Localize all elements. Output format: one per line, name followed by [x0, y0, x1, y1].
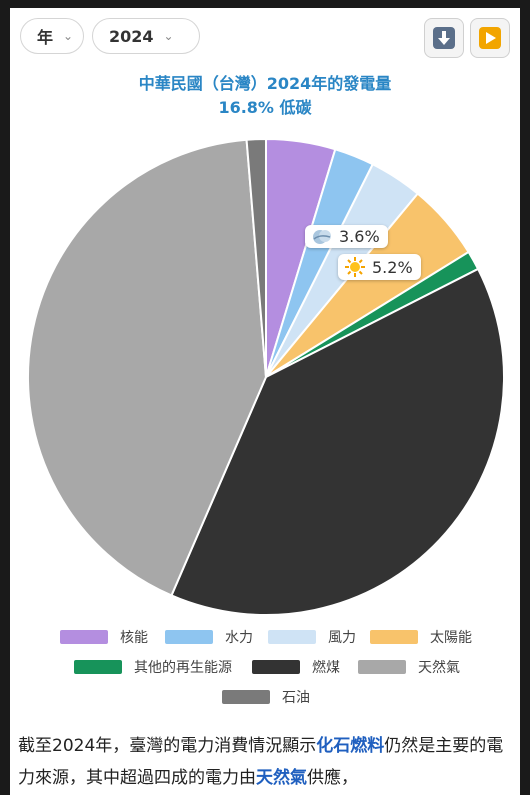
pie-slice-6[interactable] [26, 138, 268, 597]
year-select[interactable]: 2024 ⌄ [92, 18, 200, 54]
period-select[interactable]: 年 ⌄ [20, 18, 84, 54]
solar-annotation: 5.2% [338, 254, 421, 280]
legend-swatch [74, 660, 122, 674]
legend-label: 太陽能 [430, 630, 472, 646]
pie-slice-7[interactable] [245, 137, 267, 378]
wind-icon [313, 229, 331, 244]
paragraph-text: 供應， [307, 768, 358, 788]
description-paragraph: 截至2024年，臺灣的電力消費情況顯示化石燃料仍然是主要的電力來源，其中超過四成… [18, 730, 513, 794]
legend-label: 石油 [282, 690, 310, 706]
legend-label: 風力 [328, 630, 356, 646]
play-button[interactable] [470, 18, 510, 58]
screen-frame-top [0, 0, 530, 8]
chart-toolbar: 年 ⌄ 2024 ⌄ [20, 18, 510, 58]
screen-frame-left [0, 0, 10, 795]
legend-item-other-renewables[interactable]: 其他的再生能源 [74, 656, 232, 678]
sun-icon [345, 257, 365, 277]
legend-item-wind[interactable]: 風力 [268, 626, 356, 648]
pie-chart [26, 137, 505, 616]
wind-annotation: 3.6% [305, 225, 388, 248]
legend-label: 天然氣 [418, 660, 460, 676]
fossil-fuel-link[interactable]: 化石燃料 [316, 736, 385, 756]
legend-swatch [358, 660, 406, 674]
chart-title: 中華民國（台灣）2024年的發電量 [138, 74, 392, 93]
paragraph-text: 仍然是主要的電力來源，其中超過四成的電力由 [18, 736, 504, 788]
legend-swatch [370, 630, 418, 644]
legend-item-coal[interactable]: 燃煤 [252, 656, 340, 678]
natural-gas-link[interactable]: 天然氣 [256, 768, 307, 788]
chevron-down-icon: ⌄ [63, 29, 74, 43]
legend-swatch [165, 630, 213, 644]
period-select-value: 年 [37, 28, 54, 47]
year-select-value: 2024 [109, 26, 154, 46]
chart-subtitle: 16.8% 低碳 [218, 98, 312, 117]
play-icon [479, 27, 501, 49]
legend-item-solar[interactable]: 太陽能 [370, 626, 472, 648]
download-icon [433, 27, 455, 49]
paragraph-text: 截至2024年，臺灣的電力消費情況顯示 [18, 736, 317, 756]
legend-item-hydro[interactable]: 水力 [165, 626, 253, 648]
legend-label: 燃煤 [312, 660, 340, 676]
solar-annotation-label: 5.2% [372, 257, 413, 277]
chart-title-block: 中華民國（台灣）2024年的發電量 16.8% 低碳 [0, 72, 530, 120]
legend-label: 其他的再生能源 [134, 660, 232, 676]
wind-annotation-label: 3.6% [339, 227, 380, 246]
legend-item-oil[interactable]: 石油 [222, 686, 310, 708]
legend-label: 水力 [225, 630, 253, 646]
pie-slice-5[interactable] [170, 267, 505, 616]
legend-swatch [222, 690, 270, 704]
screen-frame-right [520, 0, 530, 795]
download-button[interactable] [424, 18, 464, 58]
legend-item-gas[interactable]: 天然氣 [358, 656, 460, 678]
chevron-down-icon: ⌄ [163, 29, 174, 43]
legend-swatch [268, 630, 316, 644]
legend-label: 核能 [120, 630, 148, 646]
legend-swatch [252, 660, 300, 674]
legend-item-nuclear[interactable]: 核能 [60, 626, 148, 648]
legend-swatch [60, 630, 108, 644]
